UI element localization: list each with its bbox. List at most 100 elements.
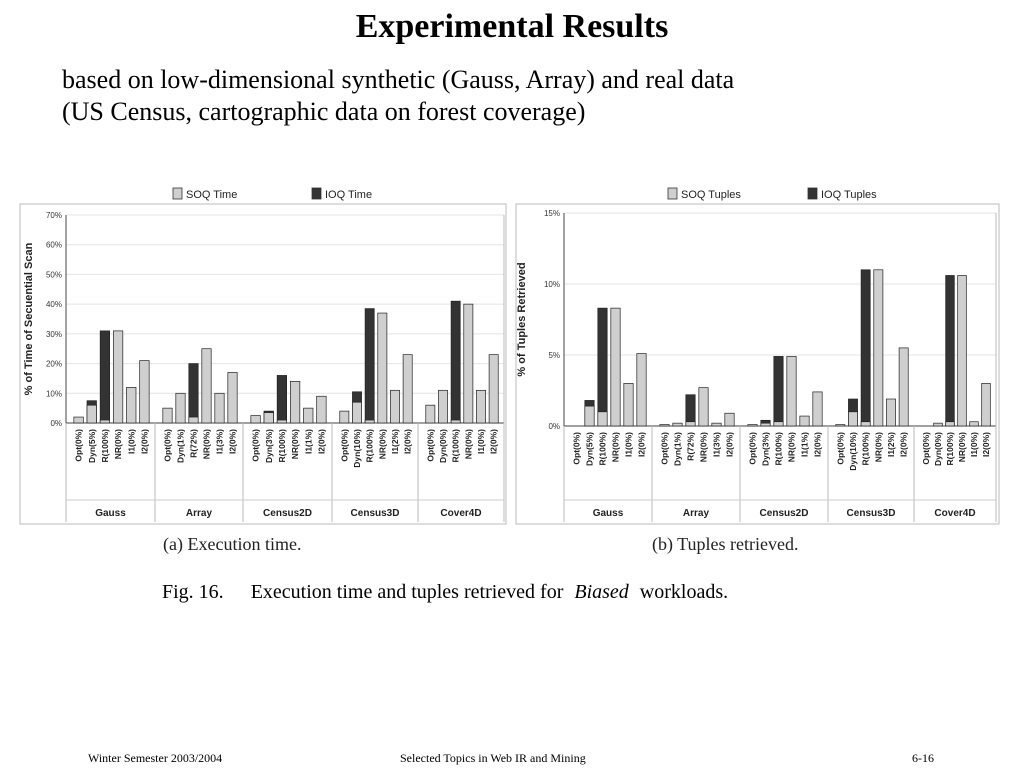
group-label-census3d: Census3D (351, 508, 400, 519)
y-tick-label: 40% (46, 300, 62, 309)
bar-soq-cover4d-nr-0 (463, 303, 474, 424)
y-tick-label: 5% (548, 351, 560, 360)
x-tick-label: Dyn(5%) (585, 432, 595, 466)
bar-soq-census3d-r-100 (364, 419, 375, 424)
bar-soq-census3d-opt-0 (339, 410, 350, 424)
x-tick-label: Dyn(3%) (761, 432, 771, 466)
x-tick-label: R(72%) (686, 432, 696, 461)
bar-ioq-census2d-r-100 (276, 375, 288, 424)
bar-ioq-gauss-r-100 (597, 307, 608, 427)
x-tick-label: NR(0%) (787, 432, 797, 462)
bar-soq-array-i1-3 (711, 422, 722, 427)
x-tick-label: Opt(0%) (163, 429, 173, 462)
x-tick-label: I1(2%) (390, 429, 400, 454)
caption-italic: Biased (574, 581, 629, 603)
x-tick-label: I1(3%) (712, 432, 722, 457)
bar-ioq-census2d-r-100 (773, 356, 784, 427)
x-tick-label: NR(0%) (611, 432, 621, 462)
x-tick-label: NR(0%) (113, 429, 123, 459)
panel-caption: (a) Execution time. (163, 534, 301, 555)
caption-text-before: Execution time and tuples retrieved for (251, 581, 564, 603)
x-tick-label: I1(2%) (886, 432, 896, 457)
y-tick-label: 60% (46, 241, 62, 250)
x-tick-label: I1(3%) (215, 429, 225, 454)
bar-soq-array-r-72 (188, 416, 199, 424)
bar-ioq-cover4d-r-100 (450, 300, 461, 424)
bar-soq-cover4d-dyn-0 (933, 422, 943, 427)
x-tick-label: I2(0%) (489, 429, 499, 454)
y-tick-label: 15% (544, 209, 560, 218)
bar-soq-cover4d-r-100 (450, 419, 461, 424)
x-tick-label: NR(0%) (202, 429, 212, 459)
x-tick-label: I2(0%) (228, 429, 238, 454)
bar-soq-census2d-opt-0 (250, 415, 261, 424)
bar-soq-census2d-dyn-3 (760, 422, 771, 427)
legend-swatch-soq-tuples (667, 187, 678, 200)
slide-subtitle: based on low-dimensional synthetic (Gaus… (62, 64, 992, 128)
panel-caption: (b) Tuples retrieved. (652, 534, 798, 555)
bar-soq-census3d-i2-0 (402, 354, 413, 424)
bar-soq-census2d-dyn-3 (263, 412, 274, 424)
x-tick-label: R(100%) (861, 432, 871, 466)
bar-soq-gauss-i1-0 (623, 383, 634, 427)
y-tick-label: 10% (544, 280, 560, 289)
x-tick-label: Opt(0%) (921, 432, 931, 465)
bar-soq-census3d-r-100 (860, 421, 871, 427)
x-tick-label: R(100%) (598, 432, 608, 466)
caption-prefix: Fig. 16. (162, 581, 224, 603)
bar-soq-gauss-r-100 (597, 411, 608, 427)
bar-soq-array-nr-0 (698, 387, 709, 427)
bar-soq-gauss-i2-0 (636, 353, 647, 427)
bar-soq-array-r-72 (685, 421, 696, 427)
bar-soq-census2d-i2-0 (812, 391, 823, 427)
bar-soq-cover4d-i2-0 (981, 383, 991, 427)
bar-soq-cover4d-opt-0 (425, 404, 436, 424)
bar-soq-census2d-r-100 (773, 421, 784, 427)
group-label-census3d: Census3D (847, 508, 896, 519)
bar-soq-census3d-i1-2 (886, 398, 896, 427)
x-tick-label: Dyn(1%) (673, 432, 683, 466)
x-tick-label: Dyn(1%) (176, 429, 186, 463)
bar-soq-census3d-nr-0 (873, 269, 884, 427)
x-tick-label: NR(0%) (957, 432, 967, 462)
bar-ioq-census3d-r-100 (364, 308, 375, 424)
x-tick-label: I2(0%) (316, 429, 326, 454)
x-tick-label: R(100%) (365, 429, 375, 463)
x-tick-label: I1(0%) (126, 429, 136, 454)
footer-center: Selected Topics in Web IR and Mining (400, 751, 586, 765)
legend-label-soq-tuples: SOQ Tuples (681, 189, 741, 201)
footer-right: 6-16 (912, 751, 934, 765)
bar-soq-census2d-nr-0 (289, 381, 301, 424)
x-tick-label: I2(0%) (981, 432, 991, 457)
x-tick-label: Opt(0%) (425, 429, 435, 462)
x-tick-label: Opt(0%) (74, 429, 84, 462)
x-tick-label: Opt(0%) (660, 432, 670, 465)
legend-label-ioq-time: IOQ Time (325, 189, 372, 201)
group-label-census2d: Census2D (760, 508, 809, 519)
x-tick-label: R(100%) (945, 432, 955, 466)
bar-soq-census3d-i1-2 (390, 389, 400, 424)
group-label-census2d: Census2D (263, 508, 312, 519)
group-label-gauss: Gauss (593, 508, 624, 519)
chart-panel-tuples-retrieved: SOQ Tuples IOQ Tuples 0% 5% 10% 15% % of Tuple… (515, 187, 1000, 555)
group-label-array: Array (186, 508, 213, 519)
x-tick-label: Opt(0%) (251, 429, 261, 462)
group-label-array: Array (683, 508, 710, 519)
x-tick-label: Opt(0%) (572, 432, 582, 465)
bar-soq-gauss-i1-0 (126, 386, 137, 424)
subtitle-line-1: based on low-dimensional synthetic (Gaus… (62, 65, 735, 94)
bar-soq-gauss-dyn-5 (584, 405, 595, 427)
x-tick-label: I2(0%) (403, 429, 413, 454)
bar-soq-census3d-i2-0 (898, 347, 909, 427)
legend-swatch-ioq-tuples (807, 187, 818, 200)
x-tick-label: R(100%) (277, 429, 287, 463)
x-tick-label: Opt(0%) (339, 429, 349, 462)
chart-panel-execution-time: SOQ Time IOQ Time 0% 10% 20% 30% 40% 50% 60% 70%%… (19, 187, 507, 555)
x-tick-label: I1(1%) (303, 429, 313, 454)
bar-soq-gauss-opt-0 (73, 416, 84, 424)
bar-soq-census2d-r-100 (276, 419, 288, 424)
bar-soq-census2d-nr-0 (786, 356, 797, 427)
x-tick-label: R(100%) (100, 429, 110, 463)
x-tick-label: NR(0%) (873, 432, 883, 462)
x-tick-label: I1(0%) (624, 432, 634, 457)
